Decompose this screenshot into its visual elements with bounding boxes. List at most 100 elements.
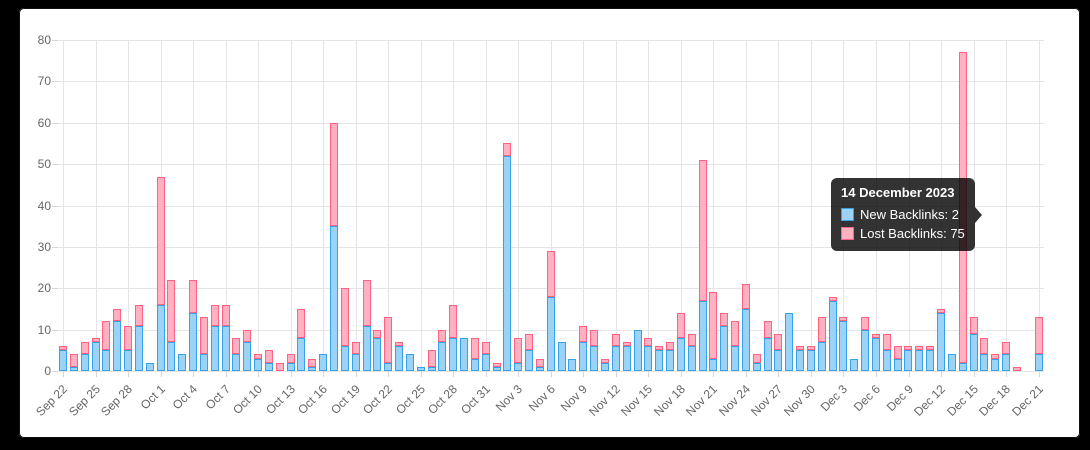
stacked-bar-nov-16[interactable] [654, 40, 665, 371]
stacked-bar-sep-24[interactable] [79, 40, 90, 371]
stacked-bar-dec-6[interactable] [871, 40, 882, 371]
new-backlinks-segment[interactable] [731, 346, 740, 371]
lost-backlinks-segment[interactable] [286, 354, 295, 363]
stacked-bar-oct-26[interactable] [426, 40, 437, 371]
new-backlinks-segment[interactable] [850, 358, 859, 371]
lost-backlinks-segment[interactable] [698, 160, 707, 301]
stacked-bar-nov-6[interactable] [545, 40, 556, 371]
stacked-bar-nov-20[interactable] [697, 40, 708, 371]
lost-backlinks-segment[interactable] [839, 317, 848, 322]
new-backlinks-segment[interactable] [622, 346, 631, 371]
lost-backlinks-segment[interactable] [167, 279, 176, 343]
lost-backlinks-segment[interactable] [362, 280, 371, 326]
stacked-bar-nov-21[interactable] [708, 40, 719, 371]
lost-backlinks-segment[interactable] [991, 354, 1000, 359]
new-backlinks-segment[interactable] [297, 337, 306, 371]
new-backlinks-segment[interactable] [373, 337, 382, 371]
lost-backlinks-segment[interactable] [308, 358, 317, 367]
new-backlinks-segment[interactable] [80, 354, 89, 371]
stacked-bar-sep-22[interactable] [58, 40, 69, 371]
stacked-bar-nov-9[interactable] [578, 40, 589, 371]
stacked-bar-sep-23[interactable] [68, 40, 79, 371]
new-backlinks-segment[interactable] [449, 337, 458, 371]
stacked-bar-sep-27[interactable] [112, 40, 123, 371]
lost-backlinks-segment[interactable] [796, 346, 805, 351]
new-backlinks-segment[interactable] [134, 325, 143, 371]
lost-backlinks-segment[interactable] [59, 346, 67, 351]
new-backlinks-segment[interactable] [59, 350, 67, 371]
new-backlinks-segment[interactable] [514, 362, 523, 371]
stacked-bar-oct-9[interactable] [242, 40, 253, 371]
new-backlinks-segment[interactable] [546, 296, 555, 371]
stacked-bar-nov-11[interactable] [600, 40, 611, 371]
stacked-bar-oct-5[interactable] [199, 40, 210, 371]
stacked-bar-oct-4[interactable] [188, 40, 199, 371]
new-backlinks-segment[interactable] [980, 354, 989, 371]
stacked-bar-nov-15[interactable] [643, 40, 654, 371]
new-backlinks-segment[interactable] [785, 313, 794, 371]
stacked-bar-nov-8[interactable] [567, 40, 578, 371]
stacked-bar-oct-19[interactable] [350, 40, 361, 371]
lost-backlinks-segment[interactable] [373, 329, 382, 338]
new-backlinks-segment[interactable] [893, 358, 902, 371]
lost-backlinks-segment[interactable] [893, 346, 902, 359]
stacked-bar-nov-12[interactable] [610, 40, 621, 371]
lost-backlinks-segment[interactable] [546, 251, 555, 297]
new-backlinks-segment[interactable] [351, 354, 360, 371]
new-backlinks-segment[interactable] [839, 321, 848, 371]
new-backlinks-segment[interactable] [709, 358, 718, 371]
lost-backlinks-segment[interactable] [384, 317, 393, 363]
stacked-bar-oct-31[interactable] [480, 40, 491, 371]
lost-backlinks-segment[interactable] [124, 325, 133, 351]
stacked-bar-nov-22[interactable] [719, 40, 730, 371]
stacked-bar-nov-27[interactable] [773, 40, 784, 371]
new-backlinks-segment[interactable] [871, 337, 880, 371]
new-backlinks-segment[interactable] [525, 350, 534, 371]
stacked-bar-oct-21[interactable] [372, 40, 383, 371]
new-backlinks-segment[interactable] [535, 366, 544, 371]
lost-backlinks-segment[interactable] [427, 350, 436, 367]
lost-backlinks-segment[interactable] [525, 333, 534, 351]
lost-backlinks-segment[interactable] [481, 342, 490, 355]
lost-backlinks-segment[interactable] [806, 346, 815, 351]
lost-backlinks-segment[interactable] [470, 337, 479, 359]
stacked-bar-dec-13[interactable] [946, 40, 957, 371]
stacked-bar-nov-28[interactable] [784, 40, 795, 371]
new-backlinks-segment[interactable] [113, 321, 122, 371]
lost-backlinks-segment[interactable] [752, 354, 761, 363]
lost-backlinks-segment[interactable] [449, 304, 458, 338]
new-backlinks-segment[interactable] [210, 325, 219, 371]
lost-backlinks-segment[interactable] [741, 284, 750, 309]
lost-backlinks-segment[interactable] [232, 337, 241, 355]
new-backlinks-segment[interactable] [720, 325, 729, 371]
lost-backlinks-segment[interactable] [622, 342, 631, 347]
stacked-bar-dec-11[interactable] [925, 40, 936, 371]
lost-backlinks-segment[interactable] [395, 342, 404, 347]
lost-backlinks-segment[interactable] [937, 308, 945, 314]
new-backlinks-segment[interactable] [568, 358, 577, 371]
new-backlinks-segment[interactable] [189, 313, 198, 371]
new-backlinks-segment[interactable] [254, 358, 263, 371]
stacked-bar-nov-13[interactable] [621, 40, 632, 371]
lost-backlinks-segment[interactable] [1012, 366, 1021, 371]
new-backlinks-segment[interactable] [947, 354, 956, 371]
new-backlinks-segment[interactable] [1002, 354, 1011, 371]
new-backlinks-segment[interactable] [752, 362, 761, 371]
new-backlinks-segment[interactable] [340, 346, 349, 371]
new-backlinks-segment[interactable] [384, 362, 393, 371]
new-backlinks-segment[interactable] [232, 354, 241, 371]
stacked-bar-dec-4[interactable] [849, 40, 860, 371]
lost-backlinks-segment[interactable] [329, 122, 338, 227]
lost-backlinks-segment[interactable] [871, 333, 880, 338]
lost-backlinks-segment[interactable] [134, 304, 143, 326]
stacked-bar-dec-9[interactable] [903, 40, 914, 371]
lost-backlinks-segment[interactable] [221, 304, 230, 326]
new-backlinks-segment[interactable] [199, 354, 208, 371]
lost-backlinks-segment[interactable] [915, 346, 924, 351]
stacked-bar-dec-8[interactable] [892, 40, 903, 371]
stacked-bar-nov-26[interactable] [762, 40, 773, 371]
stacked-bar-dec-10[interactable] [914, 40, 925, 371]
stacked-bar-oct-10[interactable] [253, 40, 264, 371]
new-backlinks-segment[interactable] [904, 350, 913, 371]
lost-backlinks-segment[interactable] [275, 362, 284, 371]
